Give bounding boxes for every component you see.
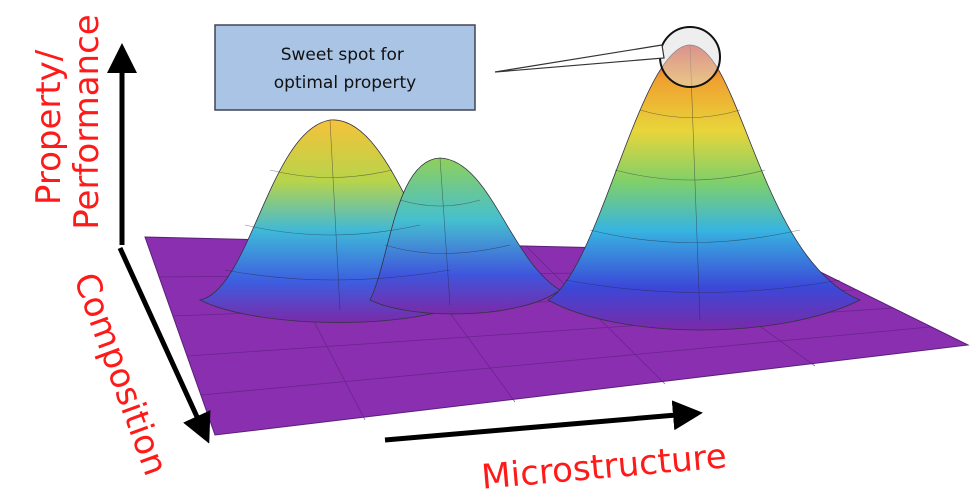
callout-line: optimal property — [274, 73, 416, 93]
peak — [370, 158, 560, 314]
y-axis-label: Property/ Performance — [29, 14, 107, 229]
diagram: Sweet spot for optimal property Property… — [0, 0, 970, 496]
callout-pointer — [495, 45, 664, 72]
z-axis-label: Composition — [65, 268, 175, 481]
peak — [548, 45, 860, 330]
highlight-circle — [660, 27, 720, 87]
x-axis-label: Microstructure — [480, 436, 728, 496]
callout-box — [215, 25, 475, 110]
y-axis-label-line: Performance — [67, 14, 107, 229]
callout-line: Sweet spot for — [281, 45, 404, 65]
x-axis-arrow — [385, 414, 688, 440]
y-axis-label-line: Property/ — [29, 49, 69, 205]
